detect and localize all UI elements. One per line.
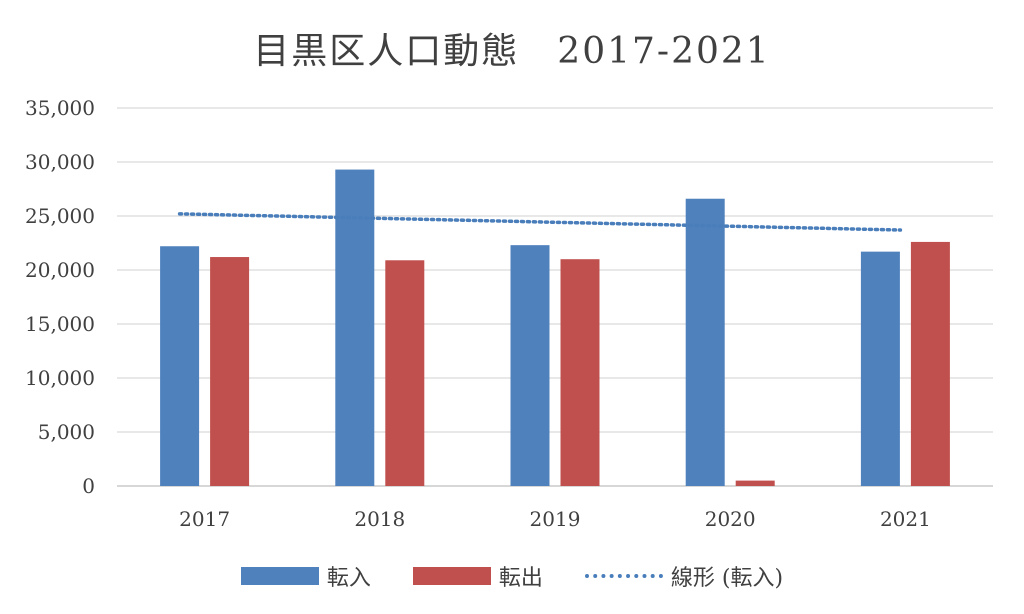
y-tick-label: 0 (82, 474, 95, 498)
legend-label-outflow: 転出 (498, 566, 543, 591)
bar-outflow (735, 480, 775, 486)
y-tick-label: 20,000 (25, 258, 95, 282)
x-tick-label: 2019 (530, 507, 581, 531)
bar-inflow (860, 251, 900, 486)
legend-item-outflow: 転出 (412, 560, 543, 592)
legend-swatch-outflow (412, 567, 491, 585)
legend-item-trendline: 線形 (転入) (584, 560, 784, 592)
x-tick-label: 2017 (179, 507, 230, 531)
bar-outflow (910, 241, 950, 486)
legend-swatch-trendline (584, 574, 663, 578)
legend-label-inflow: 転入 (326, 566, 371, 591)
y-tick-label: 5,000 (38, 420, 95, 444)
bar-inflow (510, 245, 550, 486)
x-tick-label: 2018 (354, 507, 405, 531)
y-tick-label: 15,000 (25, 312, 95, 336)
chart-title: 目黒区人口動態 2017-2021 (253, 31, 771, 72)
legend-item-inflow: 転入 (240, 560, 371, 592)
x-tick-label: 2020 (705, 507, 756, 531)
bar-outflow (385, 260, 425, 486)
bar-inflow (335, 169, 375, 486)
bar-outflow (210, 257, 250, 486)
y-tick-label: 10,000 (25, 366, 95, 390)
trendline (177, 212, 903, 232)
bar-inflow (685, 198, 725, 486)
bar-inflow (160, 246, 200, 486)
y-tick-label: 25,000 (25, 204, 95, 228)
bar-outflow (560, 259, 600, 486)
y-tick-label: 35,000 (25, 96, 95, 120)
legend-label-trendline: 線形 (転入) (670, 566, 784, 591)
legend-swatch-inflow (240, 567, 319, 585)
legend: 転入 転出 線形 (転入) (0, 560, 1024, 592)
y-tick-label: 30,000 (25, 150, 95, 174)
x-tick-label: 2021 (880, 507, 931, 531)
